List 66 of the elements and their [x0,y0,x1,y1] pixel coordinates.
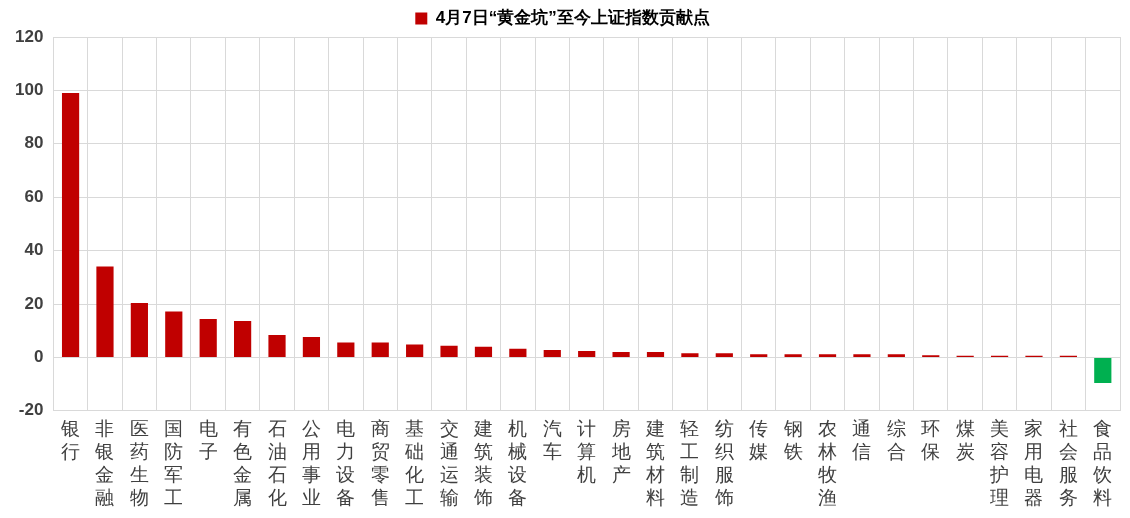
x-tick-label: 非银金融 [94,417,115,508]
x-tick-label: 有色金属 [233,417,253,508]
x-tick-label: 农林牧渔 [817,417,838,508]
x-tick-label: 建筑装饰 [472,417,493,508]
bar [234,321,252,357]
y-tick-label: 20 [24,293,44,313]
x-tick-label: 交通运输 [439,417,459,508]
x-tick-label: 电子 [198,417,218,462]
bar [337,342,355,357]
x-tick-label: 机械设备 [508,417,528,508]
bar [750,354,768,357]
bar [199,318,217,357]
bar [612,352,630,357]
x-tick-label: 轻工制造 [680,417,700,508]
bar [509,348,527,357]
bar [543,349,561,357]
bar [61,93,80,357]
y-tick-label: 120 [14,26,44,46]
x-tick-label: 通信 [852,417,872,462]
bar [474,346,493,357]
bar [1094,357,1112,384]
bar [853,354,871,357]
y-tick-label: 0 [33,347,44,367]
x-tick-label: 家用电器 [1024,417,1044,508]
bar [681,353,699,357]
bar [440,345,458,357]
bar [96,266,114,357]
y-tick-label: -20 [18,400,44,420]
x-tick-label: 银行 [60,417,81,462]
x-tick-label: 石油石化 [267,417,287,508]
x-tick-label: 钢铁 [782,417,803,462]
x-tick-label: 基础化工 [404,417,425,508]
bar [165,311,183,357]
bar [578,350,596,357]
x-tick-label: 传媒 [749,417,769,462]
x-tick-label: 医药生物 [129,417,149,508]
x-tick-label: 美容护理 [989,417,1010,508]
y-tick-label: 40 [24,240,44,260]
legend-label: 4月7日“黄金坑”至今上证指数贡献点 [435,8,710,28]
bar [887,354,905,357]
bar [406,344,424,357]
x-tick-label: 房地产 [610,417,631,485]
bar [715,353,733,357]
bar [302,337,321,357]
bar [268,334,286,357]
x-tick-label: 社会服务 [1058,417,1078,508]
bar [646,352,665,357]
x-tick-label: 建筑材料 [645,417,665,508]
bar [371,342,389,357]
x-tick-label: 计算机 [577,417,597,485]
x-tick-label: 食品饮料 [1092,417,1113,508]
bar [818,354,837,357]
bar [784,354,802,357]
y-tick-label: 100 [14,80,44,100]
y-tick-label: 80 [24,133,44,153]
x-tick-label: 综合 [886,417,906,462]
x-tick-label: 汽车 [542,417,562,462]
bar [130,302,148,357]
x-tick-label: 商贸零售 [370,417,390,508]
y-tick-label: 60 [24,186,44,206]
x-tick-label: 环保 [921,417,941,462]
x-tick-label: 电力设备 [336,417,356,508]
x-tick-label: 纺织服饰 [713,417,734,508]
x-tick-label: 国防军工 [164,417,184,508]
x-tick-label: 煤炭 [955,417,975,462]
x-tick-label: 公用事业 [301,417,321,508]
